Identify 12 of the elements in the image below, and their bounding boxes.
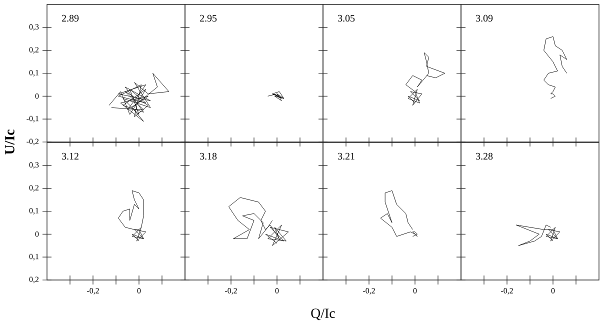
annotation: 2.95 <box>200 14 217 22</box>
annotation: 3.18 <box>200 152 217 160</box>
annotation: 3.12 <box>62 152 78 160</box>
annotation: 3.05 <box>338 14 355 22</box>
annotation: 3.21 <box>338 152 354 160</box>
line-series <box>108 73 170 122</box>
line-series <box>118 190 146 242</box>
annotation: 3.28 <box>476 152 493 160</box>
x-axis-title: Q/Ic <box>311 308 335 320</box>
annotation: 2.89 <box>62 14 79 22</box>
y-axis-title: U/Ic <box>5 130 14 154</box>
annotation: 3.09 <box>476 14 493 22</box>
